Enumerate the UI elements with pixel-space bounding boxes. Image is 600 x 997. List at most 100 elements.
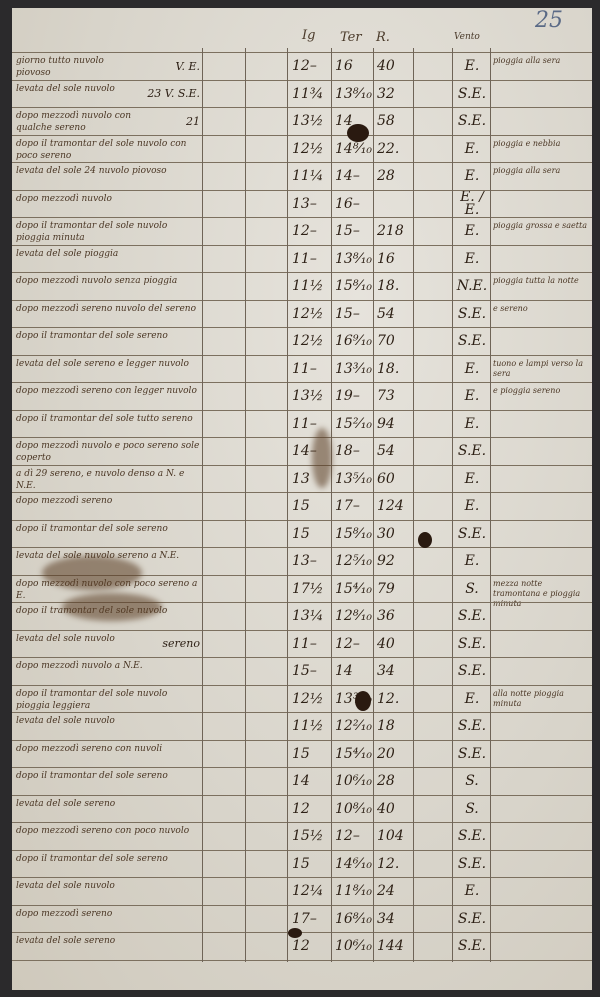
row-rule: [12, 464, 592, 466]
side-annotation: [136, 548, 200, 575]
observation-note: dopo il tramontar del sole sereno: [16, 771, 168, 781]
barometer-value: 12¼: [292, 883, 324, 899]
log-row: dopo mezzodì nuvolo e poco sereno sole c…: [12, 438, 592, 465]
log-row: dopo mezzodì sereno 17– 16⁸⁄₁₀ 34 S.E.: [12, 906, 592, 933]
wind-direction: E.: [464, 168, 480, 184]
observation-note: dopo mezzodì sereno: [16, 908, 113, 919]
observation-note: dopo il tramontar del sole nuvolo pioggi…: [16, 688, 168, 711]
thermometer-value: 13⁸⁄₁₀: [335, 250, 372, 267]
side-annotation: [136, 191, 200, 218]
barometer-value: 17–: [292, 910, 317, 927]
thermometer-value: 10⁸⁄₁₀: [335, 800, 372, 817]
thermometer-value: 14: [335, 663, 353, 679]
row-rule: [12, 107, 592, 108]
log-row: a dì 29 sereno, e nuvolo denso a N. e N.…: [12, 466, 592, 493]
wind-direction: E.: [464, 58, 480, 74]
row-rule: [12, 52, 592, 53]
thermometer-r-value: 124: [377, 498, 404, 514]
log-row: levata del sole sereno 12 10⁸⁄₁₀ 40 S.: [12, 796, 592, 823]
observation-note: dopo il tramontar del sole sereno: [16, 523, 168, 534]
observation-note: dopo il tramontar del sole nuvolo pioggi…: [16, 221, 168, 243]
side-annotation: [136, 851, 200, 878]
side-annotation: [136, 796, 200, 823]
remark: [493, 878, 591, 908]
barometer-value: 15½: [292, 828, 324, 844]
log-row: dopo il tramontar del sole sereno 14 10⁶⁄₁…: [12, 768, 592, 795]
barometer-value: 11–: [292, 360, 317, 377]
wind-direction: E.: [464, 498, 480, 514]
barometer-value: 11–: [292, 635, 317, 652]
observation-note: dopo mezzodì nuvolo senza pioggia: [16, 276, 178, 286]
thermometer-r-value: 22.: [377, 140, 400, 157]
wind-direction: S.E.: [457, 635, 487, 652]
column-rule: [413, 48, 414, 962]
thermometer-value: 10⁶⁄₁₀: [335, 938, 372, 954]
observation-note: levata del sole sereno e legger nuvolo: [16, 358, 189, 369]
barometer-value: 15: [292, 855, 310, 872]
thermometer-value: 17–: [335, 498, 360, 514]
observation-note: dopo il tramontar del sole sereno: [16, 853, 168, 864]
thermometer-r-value: [374, 191, 417, 218]
observation-note: a dì 29 sereno, e nuvolo denso a N. e N.…: [16, 468, 185, 491]
barometer-value: 14: [292, 773, 310, 789]
thermometer-r-value: 18: [377, 718, 395, 734]
side-annotation: [136, 823, 200, 850]
thermometer-value: 18–: [335, 443, 360, 459]
side-annotation: [136, 686, 200, 713]
row-rule: [12, 547, 592, 548]
thermometer-value: 13⁵⁄₁₀: [335, 470, 372, 487]
thermometer-value: 14⁶⁄₁₀: [335, 855, 372, 872]
remark: e pioggia sereno: [493, 386, 561, 395]
log-row: dopo mezzodì sereno con poco nuvolo 15½ 12…: [12, 823, 592, 850]
wind-direction: E.: [464, 140, 480, 157]
thermometer-value: 11⁸⁄₁₀: [335, 883, 372, 899]
column-rule: [373, 48, 374, 962]
thermometer-value: 19–: [335, 388, 360, 404]
header-thermometer-r: R.: [376, 30, 390, 45]
barometer-value: 13–: [292, 553, 317, 569]
observation-note: levata del sole 24 nuvolo piovoso: [16, 166, 167, 176]
remark: [493, 906, 591, 936]
barometer-value: 11¼: [292, 168, 324, 184]
page-number: 25: [535, 8, 563, 33]
observation-note: dopo mezzodì sereno con nuvoli: [16, 743, 163, 754]
thermometer-value: 13⁸⁄₁₀: [335, 85, 372, 102]
thermometer-value: 14: [335, 113, 353, 129]
row-rule: [12, 904, 592, 906]
wind-direction: S.E.: [457, 910, 487, 927]
row-rule: [12, 574, 592, 576]
log-row: levata del sole sereno 12 10⁶⁄₁₀ 144 S.E.: [12, 933, 592, 960]
wind-direction: E.: [464, 553, 480, 569]
wind-direction: S.E.: [457, 305, 487, 322]
thermometer-r-value: 18.: [377, 278, 400, 294]
stain: [62, 593, 162, 621]
remark: [493, 603, 591, 633]
barometer-value: 14–: [292, 443, 317, 459]
row-rule: [12, 437, 592, 438]
observation-note: levata del sole nuvolo: [16, 881, 115, 891]
side-annotation: [136, 658, 200, 685]
remark: [493, 328, 591, 358]
thermometer-value: 14–: [335, 168, 360, 184]
log-row: levata del sole pioggia 11– 13⁸⁄₁₀ 16 E.: [12, 246, 592, 273]
log-row: dopo il tramontar del sole nuvolo pioggi…: [12, 218, 592, 245]
remark: e sereno: [493, 303, 528, 313]
barometer-value: 12: [292, 938, 310, 954]
thermometer-value: 15–: [335, 305, 360, 322]
log-row: levata del sole sereno e legger nuvolo 11…: [12, 356, 592, 383]
barometer-value: 11½: [292, 278, 324, 294]
remark: [493, 823, 591, 853]
wind-direction: E.: [464, 415, 480, 432]
row-rule: [12, 134, 592, 136]
thermometer-r-value: 40: [377, 58, 395, 74]
row-rule: [12, 657, 592, 658]
thermometer-r-value: 28: [377, 168, 395, 184]
row-rule: [12, 492, 592, 493]
thermometer-r-value: 60: [377, 470, 395, 487]
row-rule: [12, 217, 592, 218]
observation-note: dopo mezzodì nuvolo: [16, 193, 112, 204]
wind-direction: N.E.: [456, 278, 488, 294]
wind-direction: S.: [465, 773, 479, 789]
remark: pioggia alla sera: [493, 166, 561, 175]
log-row: dopo il tramontar del sole nuvolo pioggi…: [12, 686, 592, 713]
